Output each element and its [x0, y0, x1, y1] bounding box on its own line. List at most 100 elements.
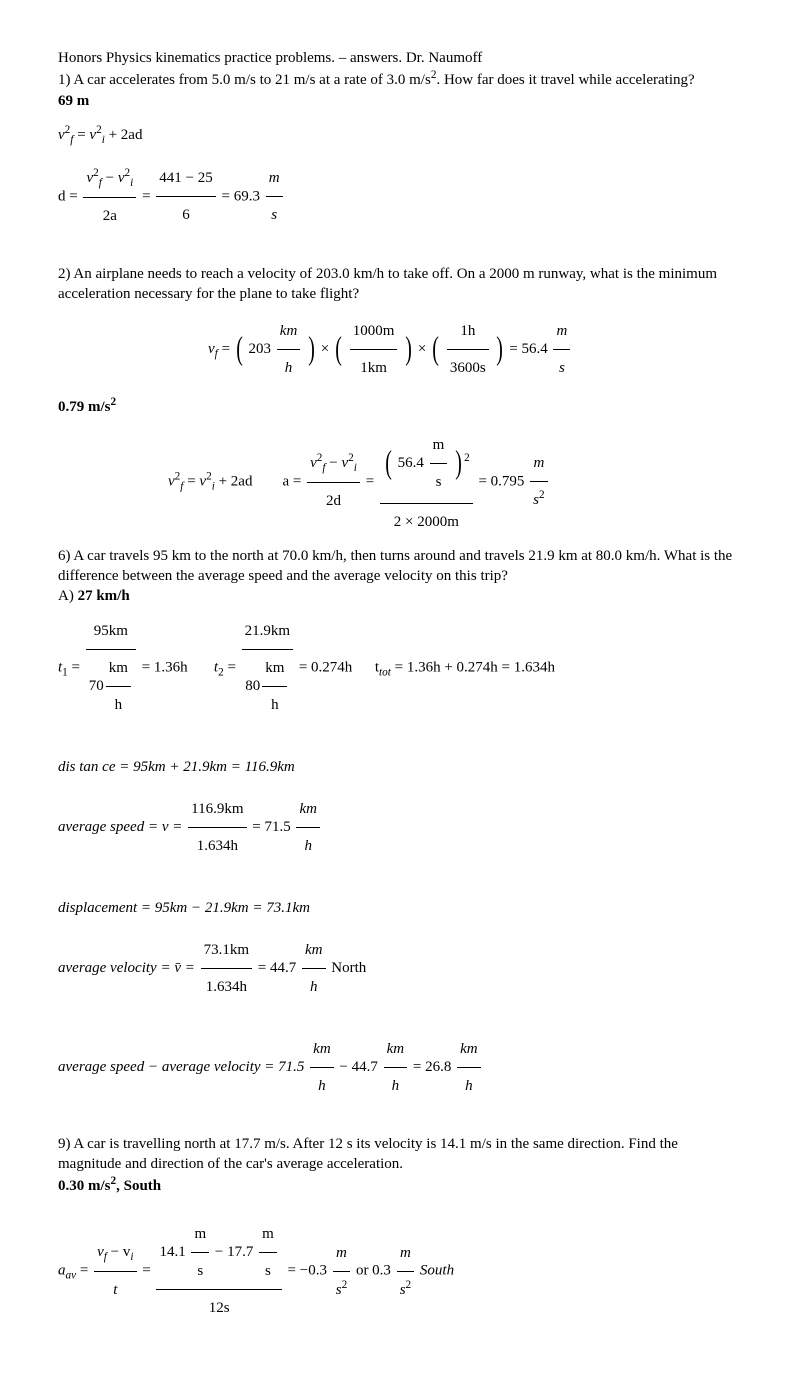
- d: h: [302, 969, 326, 1005]
- v: = 44.7: [258, 960, 296, 976]
- d: s: [430, 464, 448, 500]
- i: i: [130, 177, 133, 189]
- u: kmh: [302, 932, 326, 1005]
- eq2: =: [366, 473, 378, 489]
- d: h: [296, 828, 320, 864]
- u2: ms: [259, 1216, 277, 1289]
- q9-eq: aav = vf − vi t = 14.1 ms − 17.7 ms 12s …: [58, 1216, 733, 1326]
- q6-answer: A) 27 km/h: [58, 586, 733, 606]
- n: m: [530, 445, 547, 482]
- tb: = 1.36h + 0.274h = 1.634h: [395, 659, 555, 675]
- eq2: =: [227, 659, 239, 675]
- minus: −: [106, 170, 118, 186]
- q6-avel: average velocity = v̄ = 73.1km1.634h = 4…: [58, 932, 733, 1005]
- d: h: [310, 1068, 334, 1104]
- q6-disp: displacement = 95km − 21.9km = 73.1km: [58, 890, 733, 926]
- f: f: [322, 462, 325, 474]
- den: 6: [156, 197, 215, 233]
- eq: =: [72, 659, 84, 675]
- or: or 0.3: [356, 1263, 391, 1279]
- f: f: [215, 348, 218, 360]
- res: = 26.8: [413, 1059, 451, 1075]
- d: h: [457, 1068, 481, 1104]
- eq2: =: [142, 1263, 154, 1279]
- den: 2 × 2000m: [380, 504, 473, 540]
- q6-text: 6) A car travels 95 km to the north at 7…: [58, 546, 733, 587]
- q1-text-b: . How far does it travel while accelerat…: [436, 72, 694, 88]
- u3: ms2: [333, 1235, 350, 1308]
- d: 1.634h: [201, 969, 252, 1005]
- n: m: [397, 1235, 414, 1272]
- sq: 2: [406, 1279, 412, 1291]
- sfx: , South: [116, 1178, 161, 1194]
- u: 1000m1km: [350, 313, 398, 386]
- u: kmh: [106, 650, 131, 723]
- frac2: 441 − 25 6: [156, 160, 215, 233]
- m: − 17.7: [215, 1244, 253, 1260]
- n: 73.1km: [201, 932, 252, 969]
- eq: =: [187, 473, 199, 489]
- d: 3600s: [447, 350, 489, 386]
- den: 2a: [83, 198, 136, 234]
- sq: 2: [111, 396, 117, 408]
- q6-dist: dis tan ce = 95km + 21.9km = 116.9km: [58, 749, 733, 785]
- ts: tot: [379, 666, 391, 678]
- u: kmh: [296, 791, 320, 864]
- frac1: v2f − v2i 2a: [83, 160, 136, 234]
- sq: 2: [342, 1279, 348, 1291]
- f: f: [104, 1251, 107, 1263]
- n: km: [262, 650, 287, 687]
- s2: 2: [218, 666, 224, 678]
- q2-eq2: v2f = v2i + 2ad a = v2f − v2i 2d = 56.4 …: [168, 424, 733, 540]
- q2-answer: 0.79 m/s2: [58, 395, 733, 417]
- q1-eq2: d = v2f − v2i 2a = 441 − 25 6 = 69.3 m s: [58, 160, 733, 234]
- n: km: [296, 791, 320, 828]
- frac2: 56.4 ms 2 2 × 2000m: [380, 424, 473, 540]
- num: m: [266, 160, 283, 197]
- a: 14.1: [159, 1244, 185, 1260]
- n: 21.9km: [242, 613, 293, 650]
- den: 2d: [307, 483, 360, 519]
- a: a: [58, 1263, 66, 1279]
- eq: =: [77, 127, 89, 143]
- u: ms: [553, 313, 570, 386]
- s: 1: [62, 666, 68, 678]
- n: km: [106, 650, 131, 687]
- n: m: [553, 313, 570, 350]
- p1: 203 kmh: [234, 310, 317, 389]
- n: km: [310, 1031, 334, 1068]
- d: 1.634h: [188, 828, 246, 864]
- a: 0.30 m/s: [58, 1178, 111, 1194]
- subf: f: [70, 134, 73, 146]
- v: v: [58, 127, 65, 143]
- d: h: [262, 687, 287, 723]
- header-line: Honors Physics kinematics practice probl…: [58, 48, 733, 68]
- num: 441 − 25: [156, 160, 215, 197]
- v: 80: [245, 678, 260, 694]
- minus: −: [329, 455, 341, 471]
- f: 73.1km1.634h: [201, 932, 252, 1005]
- sq: 2: [539, 489, 545, 501]
- d: t: [94, 1272, 136, 1308]
- v: 70: [89, 678, 104, 694]
- a-lhs: a =: [282, 473, 305, 489]
- v: v: [97, 1244, 104, 1260]
- den: s: [266, 197, 283, 233]
- f: 95km 70kmh: [86, 613, 136, 723]
- lhs: average velocity = v̄ =: [58, 960, 199, 976]
- q1-eq1: v2f = v2i + 2ad: [58, 117, 733, 154]
- n: km: [302, 932, 326, 969]
- n: m: [259, 1216, 277, 1253]
- d: s: [553, 350, 570, 386]
- i: i: [212, 480, 215, 492]
- n: 1h: [447, 313, 489, 350]
- i: i: [354, 462, 357, 474]
- val2: = 0.274h: [299, 659, 352, 675]
- v: = −0.3: [288, 1263, 327, 1279]
- u1: kmh: [310, 1031, 334, 1104]
- v: v: [310, 455, 317, 471]
- dir: North: [331, 960, 366, 976]
- ans: 0.79 m/s: [58, 399, 111, 415]
- n: m: [333, 1235, 350, 1272]
- u1: ms: [191, 1216, 209, 1289]
